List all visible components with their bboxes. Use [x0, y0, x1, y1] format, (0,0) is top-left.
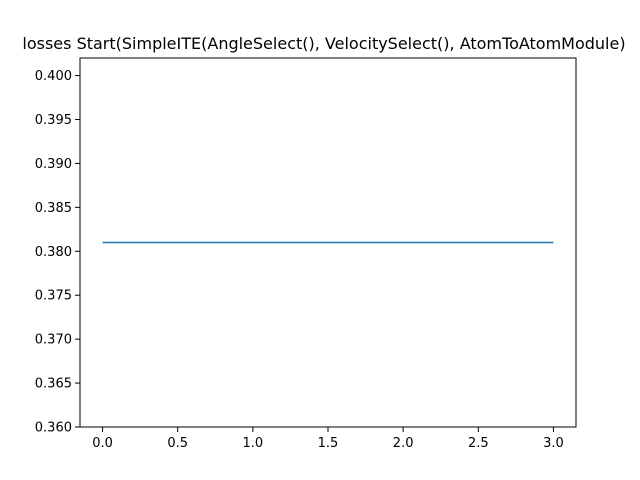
chart-title: losses Start(SimpleITE(AngleSelect(), Ve…	[22, 34, 625, 53]
y-tick-label: 0.375	[35, 289, 72, 304]
x-tick-label: 0.5	[167, 436, 188, 451]
x-tick-label: 2.5	[468, 436, 489, 451]
y-tick-label: 0.360	[35, 421, 72, 436]
x-tick-label: 0.0	[92, 436, 113, 451]
x-tick-label: 3.0	[543, 436, 564, 451]
x-tick-label: 2.0	[393, 436, 414, 451]
y-tick-label: 0.400	[35, 69, 72, 84]
y-tick-label: 0.390	[35, 157, 72, 172]
x-tick-label: 1.5	[318, 436, 339, 451]
x-tick-label: 1.0	[243, 436, 264, 451]
y-tick-label: 0.380	[35, 245, 72, 260]
y-tick-label: 0.370	[35, 333, 72, 348]
y-tick-label: 0.365	[35, 377, 72, 392]
y-tick-label: 0.385	[35, 201, 72, 216]
x-axis: 0.0 0.5 1.0 1.5 2.0 2.5 3.0	[92, 427, 564, 451]
y-tick-label: 0.395	[35, 113, 72, 128]
y-axis: 0.360 0.365 0.370 0.375 0.380 0.385 0.390 0.395…	[35, 69, 80, 436]
